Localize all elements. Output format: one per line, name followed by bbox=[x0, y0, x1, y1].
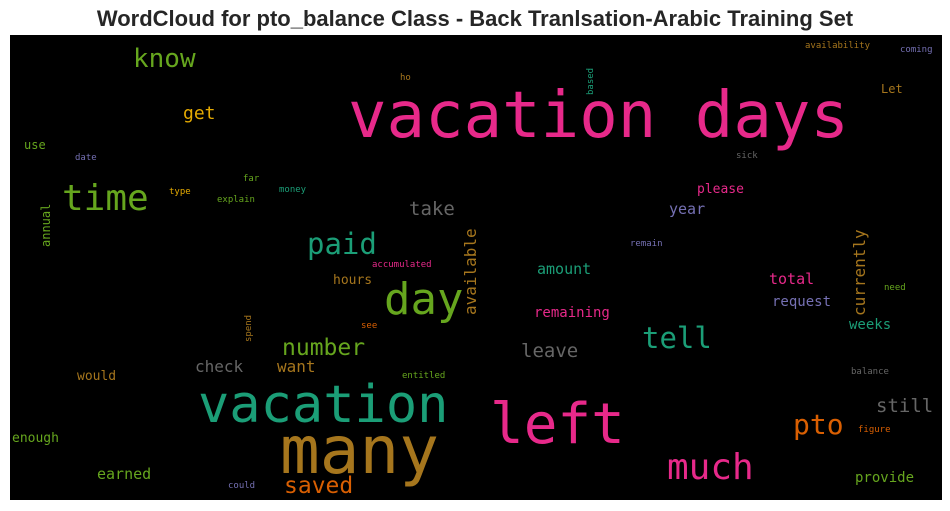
word-weeks: weeks bbox=[849, 317, 892, 333]
word-far: far bbox=[243, 174, 260, 184]
word-vacation: vacation bbox=[198, 375, 449, 435]
word-remaining: remaining bbox=[534, 305, 610, 321]
word-figure: figure bbox=[858, 425, 891, 435]
word-still: still bbox=[876, 395, 934, 417]
word-amount: amount bbox=[537, 260, 592, 278]
word-tell: tell bbox=[642, 321, 712, 355]
word-enough: enough bbox=[12, 431, 59, 446]
word-number: number bbox=[282, 335, 366, 361]
word-saved: saved bbox=[284, 473, 354, 499]
word-would: would bbox=[77, 369, 117, 384]
word-let: Let bbox=[881, 82, 903, 96]
word-ho: ho bbox=[400, 73, 411, 83]
word-know: know bbox=[133, 44, 196, 74]
word-available: available bbox=[461, 228, 480, 315]
word-availability: availability bbox=[805, 41, 871, 51]
word-year: year bbox=[669, 200, 706, 218]
word-currently: currently bbox=[850, 229, 869, 316]
chart-title: WordCloud for pto_balance Class - Back T… bbox=[96, 6, 854, 31]
word-day: day bbox=[384, 274, 464, 325]
word-accumulated: accumulated bbox=[372, 260, 432, 270]
word-type: type bbox=[169, 187, 191, 197]
word-total: total bbox=[769, 270, 815, 288]
word-based: based bbox=[586, 67, 596, 95]
word-could: could bbox=[228, 481, 256, 491]
word-earned: earned bbox=[97, 465, 152, 483]
word-request: request bbox=[772, 294, 832, 310]
word-please: please bbox=[697, 182, 744, 197]
word-want: want bbox=[277, 357, 316, 376]
word-use: use bbox=[24, 138, 46, 152]
word-paid: paid bbox=[307, 227, 377, 261]
word-coming: coming bbox=[900, 45, 933, 55]
word-money: money bbox=[279, 185, 307, 195]
word-entitled: entitled bbox=[402, 371, 446, 381]
word-many: many bbox=[280, 412, 439, 489]
word-explain: explain bbox=[217, 195, 255, 205]
word-time: time bbox=[62, 178, 149, 219]
word-pto: pto bbox=[793, 408, 844, 441]
word-left: left bbox=[490, 392, 625, 457]
word-spend: spend bbox=[244, 314, 254, 342]
word-need: need bbox=[884, 283, 906, 293]
word-balance: balance bbox=[851, 367, 889, 377]
word-date: date bbox=[75, 153, 97, 163]
word-sick: sick bbox=[736, 151, 758, 161]
word-hours: hours bbox=[333, 273, 373, 288]
word-vacation-days: vacation days bbox=[348, 79, 849, 153]
word-much: much bbox=[667, 447, 754, 488]
word-see: see bbox=[361, 321, 378, 331]
word-leave: leave bbox=[521, 340, 579, 362]
word-remain: remain bbox=[630, 239, 663, 249]
word-annual: annual bbox=[39, 203, 53, 247]
word-check: check bbox=[195, 357, 244, 376]
word-get: get bbox=[183, 103, 216, 124]
word-take: take bbox=[409, 198, 455, 220]
word-provide: provide bbox=[855, 470, 915, 486]
word-cloud: vacation days many vacation left day tim… bbox=[10, 35, 942, 500]
